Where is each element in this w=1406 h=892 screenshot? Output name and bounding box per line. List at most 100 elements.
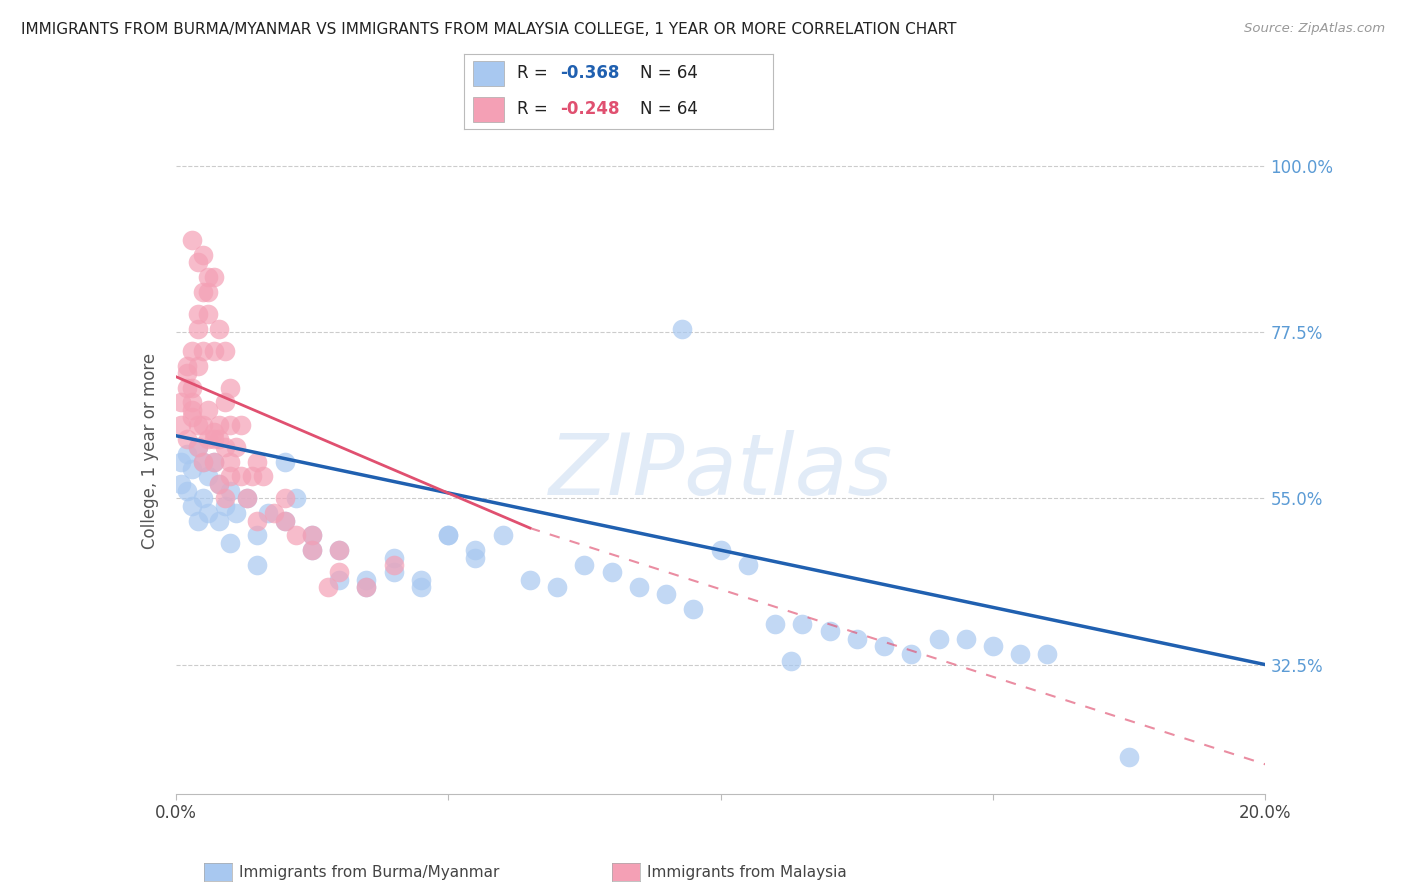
Point xyxy=(274,454,297,468)
Point xyxy=(845,632,868,646)
Point xyxy=(671,321,693,335)
Point xyxy=(981,639,1004,653)
Point xyxy=(176,381,198,395)
Point xyxy=(1010,647,1032,661)
Point xyxy=(437,528,460,542)
Point xyxy=(301,543,323,558)
Point xyxy=(682,602,704,616)
Y-axis label: College, 1 year or more: College, 1 year or more xyxy=(141,352,159,549)
Point xyxy=(301,528,323,542)
Point xyxy=(181,395,204,409)
Point xyxy=(181,381,204,395)
Point xyxy=(214,395,236,409)
Point xyxy=(197,269,219,284)
Point xyxy=(284,528,307,542)
Point xyxy=(202,425,225,439)
Text: N = 64: N = 64 xyxy=(640,64,699,82)
Point xyxy=(186,417,209,432)
Point xyxy=(710,543,733,558)
Point xyxy=(546,580,568,594)
Point xyxy=(246,558,269,572)
Point xyxy=(197,433,219,447)
Point xyxy=(181,233,204,247)
Point xyxy=(928,632,950,646)
Point xyxy=(318,580,340,594)
Point xyxy=(208,476,231,491)
Text: Immigrants from Malaysia: Immigrants from Malaysia xyxy=(647,865,846,880)
Point xyxy=(225,506,247,520)
Point xyxy=(252,469,274,483)
Point xyxy=(208,321,231,335)
Point xyxy=(191,417,214,432)
Point xyxy=(191,491,214,506)
Point xyxy=(202,454,225,468)
Point xyxy=(208,514,231,528)
Point xyxy=(197,402,219,417)
Point xyxy=(263,506,285,520)
Text: Immigrants from Burma/Myanmar: Immigrants from Burma/Myanmar xyxy=(239,865,499,880)
Point xyxy=(191,285,214,299)
Point xyxy=(409,580,432,594)
Point xyxy=(655,587,678,601)
Point xyxy=(1036,647,1059,661)
Point xyxy=(382,550,405,565)
Point xyxy=(955,632,977,646)
Point xyxy=(219,417,242,432)
Point xyxy=(191,248,214,262)
Point xyxy=(219,484,242,499)
Text: -0.248: -0.248 xyxy=(560,100,620,118)
Point xyxy=(197,506,219,520)
Point xyxy=(176,484,198,499)
Point xyxy=(257,506,280,520)
Text: R =: R = xyxy=(516,64,553,82)
Point xyxy=(900,647,922,661)
Point xyxy=(382,566,405,580)
Point xyxy=(737,558,759,572)
Point xyxy=(246,454,269,468)
Point xyxy=(186,307,209,321)
Point xyxy=(181,402,204,417)
Point xyxy=(219,535,242,549)
Point xyxy=(235,491,257,506)
Point xyxy=(301,528,323,542)
Point xyxy=(409,573,432,587)
Point xyxy=(186,255,209,269)
Point xyxy=(214,491,236,506)
Point xyxy=(186,359,209,373)
Text: Source: ZipAtlas.com: Source: ZipAtlas.com xyxy=(1244,22,1385,36)
Point xyxy=(208,433,231,447)
Point xyxy=(219,469,242,483)
Point xyxy=(274,514,297,528)
FancyBboxPatch shape xyxy=(474,96,505,122)
Point xyxy=(181,499,204,513)
Point xyxy=(214,440,236,454)
Point xyxy=(818,624,841,639)
Point xyxy=(328,543,350,558)
Point xyxy=(356,580,378,594)
Point xyxy=(219,454,242,468)
Point xyxy=(170,454,193,468)
Point xyxy=(225,440,247,454)
Point xyxy=(202,343,225,358)
Point xyxy=(235,491,257,506)
Point xyxy=(186,440,209,454)
Point xyxy=(186,321,209,335)
Point xyxy=(763,617,786,632)
Point xyxy=(240,469,263,483)
Point xyxy=(181,462,204,476)
Point xyxy=(231,417,253,432)
Point xyxy=(176,366,198,380)
Point xyxy=(181,343,204,358)
Point xyxy=(328,566,350,580)
Point xyxy=(170,417,193,432)
Point xyxy=(792,617,814,632)
Point xyxy=(284,491,307,506)
Point xyxy=(214,343,236,358)
Point xyxy=(170,395,193,409)
Point xyxy=(170,476,193,491)
Point xyxy=(382,558,405,572)
Text: R =: R = xyxy=(516,100,553,118)
Point xyxy=(208,476,231,491)
Point xyxy=(176,447,198,461)
Point xyxy=(492,528,515,542)
